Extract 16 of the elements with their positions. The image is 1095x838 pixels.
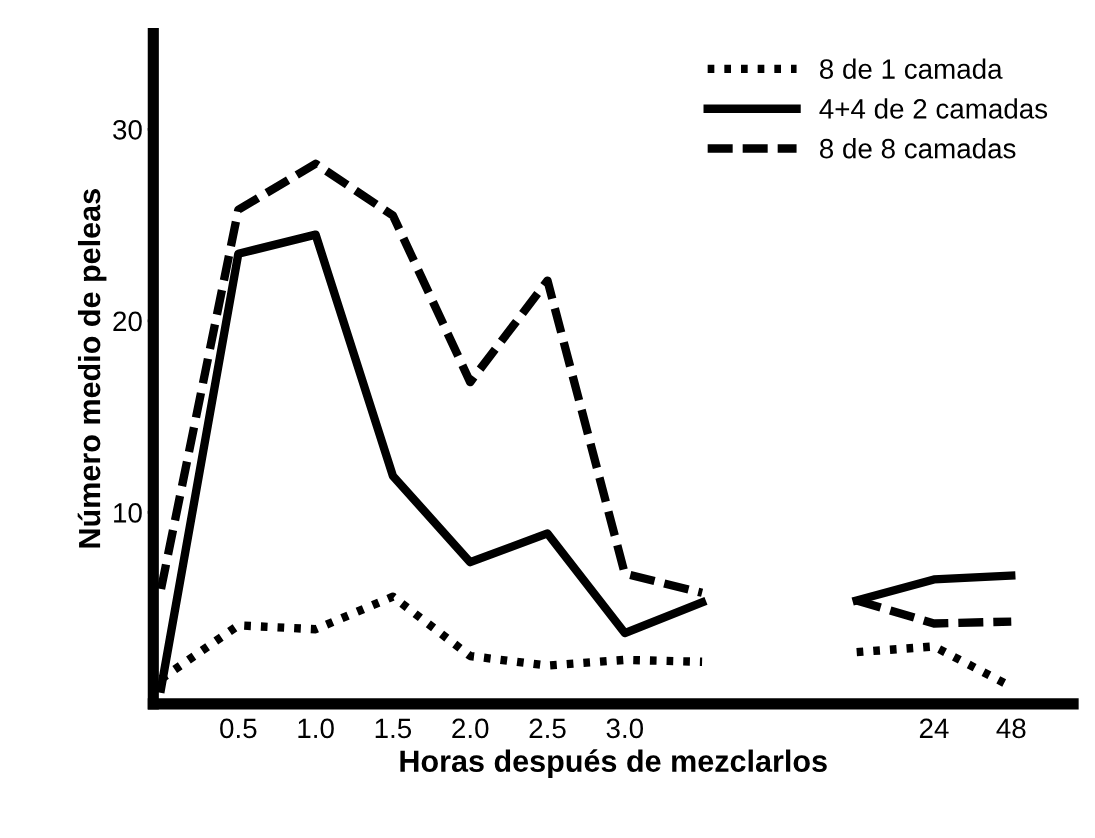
legend-label: 8 de 1 camada <box>819 58 1003 79</box>
x-tick-label: 24 <box>919 718 949 738</box>
x-tick-label: 2.0 <box>452 718 489 739</box>
x-axis-title: Horas después de mezclarlos <box>400 749 827 779</box>
x-tick-label: 3.0 <box>606 718 644 739</box>
y-tick-label: 10 <box>114 503 142 523</box>
x-tick-label: 0.5 <box>220 718 257 739</box>
x-tick-label: 48 <box>996 718 1026 739</box>
legend-label: 4+4 de 2 camadas <box>819 98 1048 119</box>
x-tick-label: 1.5 <box>375 718 412 739</box>
legend-label: 8 de 8 camadas <box>819 138 1016 159</box>
y-tick-label: 30 <box>113 119 142 140</box>
x-tick-label: 1.0 <box>298 718 334 739</box>
x-tick-label: 2.5 <box>529 718 566 739</box>
y-axis-title: Número medio de peleas <box>77 189 107 548</box>
y-tick-label: 20 <box>113 311 142 332</box>
